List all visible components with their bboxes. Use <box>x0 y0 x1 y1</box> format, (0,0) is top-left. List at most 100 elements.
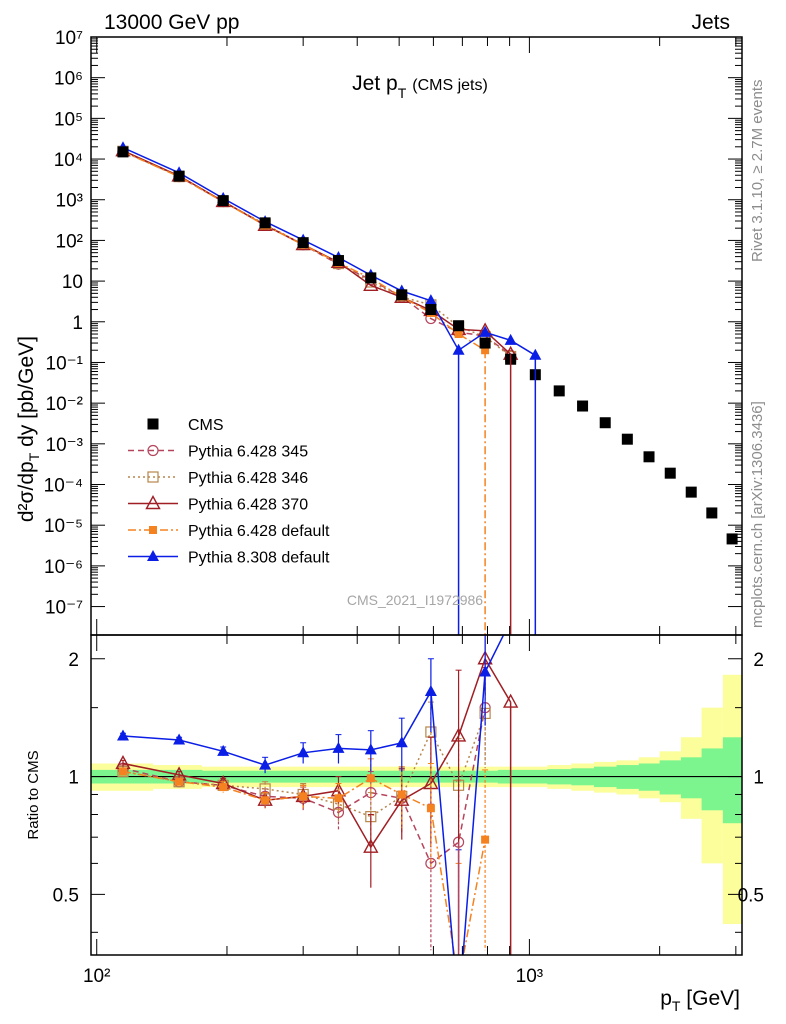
x-axis-label: pT [GeV] <box>660 987 740 1014</box>
data-point-cms <box>365 272 377 284</box>
uncertainty-band-inner <box>701 748 724 811</box>
ratio-y-tick-label: 2 <box>68 650 79 671</box>
y-tick-label: 10⁻⁷ <box>45 598 83 619</box>
rivet-label: Rivet 3.1.10, ≥ 2.7M events <box>749 80 766 263</box>
top-frame <box>90 36 743 636</box>
ratio-point-p6def <box>118 767 127 776</box>
uncertainty-band-inner <box>659 760 682 795</box>
ratio-point-p370 <box>363 838 379 853</box>
data-point-cms <box>643 451 655 463</box>
ratio-point-p8def <box>395 736 408 748</box>
y-tick-label: 10⁶ <box>54 69 83 90</box>
ratio-point-p8def <box>259 758 272 770</box>
ratio-point-p345 <box>425 857 437 869</box>
ratio-point-p370 <box>394 791 410 806</box>
y-tick-label: 1 <box>72 313 83 334</box>
data-point-cms <box>621 433 633 445</box>
ratio-point-p8def <box>424 684 437 696</box>
data-point-p8def <box>479 325 492 337</box>
ratio-point-p6def <box>397 790 406 799</box>
legend-entry-p346: Pythia 6.428 346 <box>128 470 308 487</box>
y-tick-label: 10⁻⁴ <box>44 476 83 497</box>
data-point-cms <box>173 170 185 182</box>
data-point-cms <box>117 146 129 158</box>
ratio-point-p6def <box>481 835 490 844</box>
legend-marker <box>147 471 159 483</box>
y-tick-label: 10⁴ <box>54 150 83 171</box>
legend-entry-p8def: Pythia 8.308 default <box>128 550 330 567</box>
ratio-point-p8def <box>297 746 310 758</box>
ratio-point-p8def <box>332 741 345 753</box>
ratio-y-tick-label: 1 <box>68 768 79 789</box>
data-point-cms <box>479 337 491 349</box>
ratio-point-p370 <box>450 727 467 742</box>
ratio-point-p6def <box>366 774 375 783</box>
data-point-cms <box>685 486 697 498</box>
ratio-point-p8def <box>479 665 492 677</box>
y-tick-label: 10 <box>62 272 83 293</box>
data-point-p8def <box>424 294 437 306</box>
y-tick-label: 10⁷ <box>55 28 83 49</box>
legend-entry-p370: Pythia 6.428 370 <box>128 495 308 514</box>
ratio-panel: 0.5 0.5 1 1 2 2 10² 10³ Ratio to CMS <box>25 634 764 1017</box>
data-point-p370 <box>363 276 379 291</box>
ratio-point-p8def <box>453 1006 465 1017</box>
data-point-p8def <box>529 348 542 360</box>
top-title: Jet pT (CMS jets) <box>352 72 488 101</box>
data-point-cms <box>664 467 676 479</box>
x-tick-label: 10² <box>83 966 110 987</box>
y-axis-label-top: d²σ/dpT dy [pb/GeV] <box>15 336 42 522</box>
ratio-point-p6def <box>455 977 463 985</box>
ratio-line-p6def <box>122 770 486 955</box>
legend-label: Pythia 6.428 346 <box>188 470 308 487</box>
ratio-y-tick-label-right: 1 <box>753 768 764 789</box>
legend-label: Pythia 6.428 default <box>188 523 330 540</box>
ratio-point-p6def <box>426 804 435 813</box>
y-tick-label: 10⁻¹ <box>46 353 84 374</box>
ratio-point-p6def <box>334 794 343 803</box>
series-line-p346 <box>122 150 512 358</box>
legend-label: Pythia 6.428 370 <box>188 497 308 514</box>
header-left: 13000 GeV pp <box>104 11 239 34</box>
legend-entry-p6def: Pythia 6.428 default <box>128 523 330 540</box>
y-tick-label: 10⁻⁵ <box>44 516 83 537</box>
ratio-point-p6def <box>219 783 228 792</box>
legend-label: Pythia 8.308 default <box>188 550 330 567</box>
ratio-line-p370 <box>122 657 512 849</box>
ratio-line-p346 <box>122 713 486 818</box>
y-tick-label: 10² <box>56 231 83 252</box>
data-point-cms <box>217 195 229 207</box>
ratio-point-p8def <box>116 729 129 741</box>
data-point-p6def <box>454 330 463 339</box>
ratio-point-p8def <box>217 744 230 756</box>
data-point-cms <box>599 417 611 429</box>
legend-marker <box>147 444 159 457</box>
ratio-frame <box>90 634 743 956</box>
y-tick-label: 10³ <box>56 191 83 212</box>
data-point-p8def <box>504 333 517 345</box>
legend-label: Pythia 6.428 345 <box>188 444 308 461</box>
data-point-cms <box>396 289 408 301</box>
data-point-cms <box>453 320 465 332</box>
data-point-cms <box>553 385 565 397</box>
ratio-line-p8def <box>122 635 505 955</box>
x-tick-label: 10³ <box>516 966 543 987</box>
ratio-point-p6def <box>261 796 270 805</box>
legend-entry-p345: Pythia 6.428 345 <box>128 444 308 461</box>
ratio-series-p8def <box>116 635 505 1017</box>
data-point-cms <box>425 304 437 316</box>
header-right: Jets <box>691 11 730 34</box>
y-tick-label: 10⁻³ <box>46 435 84 456</box>
ratio-y-tick-label-right: 0.5 <box>738 885 764 906</box>
legend-marker <box>147 418 159 430</box>
data-point-cms <box>726 533 738 545</box>
mcplots-label: mcplots.cern.ch [arXiv:1306.3436] <box>749 401 766 628</box>
ratio-y-tick-label-right: 2 <box>753 650 764 671</box>
legend-label: CMS <box>188 417 224 434</box>
y-tick-label: 10⁻⁶ <box>44 557 83 578</box>
legend-marker <box>149 526 157 534</box>
top-panel: 10⁻⁷ 10⁻⁶ 10⁻⁵ 10⁻⁴ 10⁻³ 10⁻² 10⁻¹ 1 10 10² 10³ 10⁴… <box>15 28 743 636</box>
ratio-point-p345 <box>332 806 345 818</box>
ratio-series-p346 <box>117 671 491 850</box>
